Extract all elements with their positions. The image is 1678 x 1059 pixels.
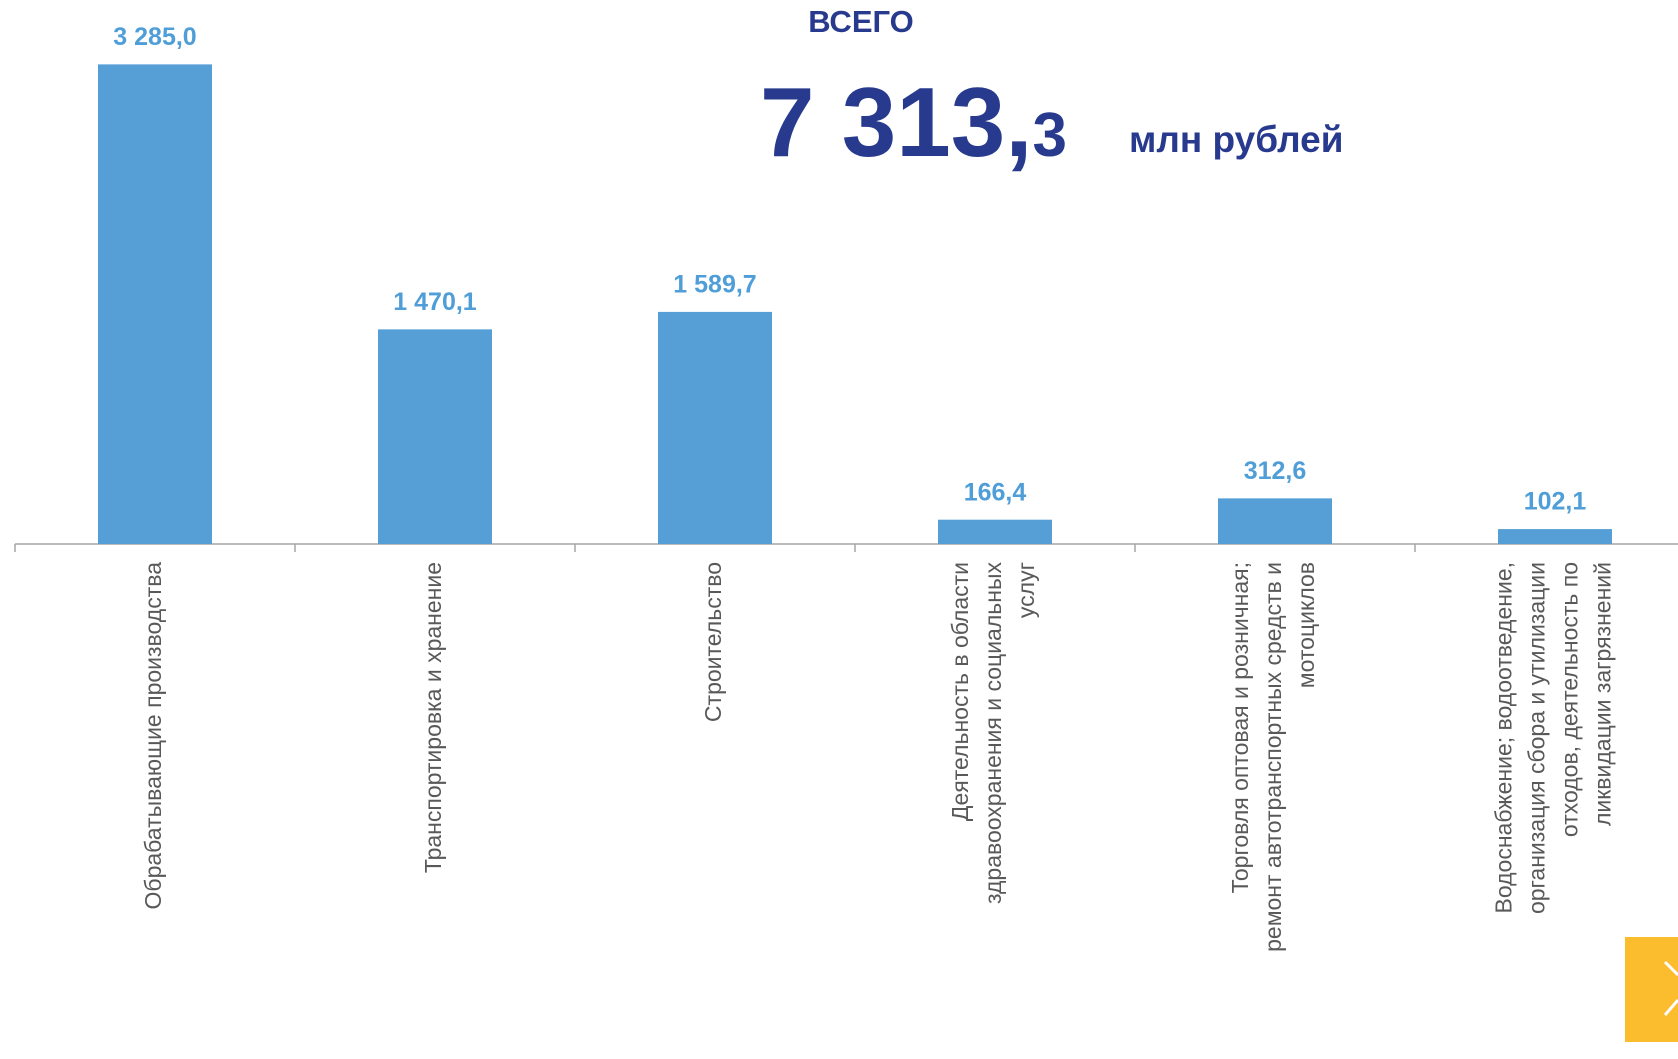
data-label: 1 470,1 (393, 288, 477, 316)
data-label: 3 285,0 (113, 23, 196, 51)
chevron-icon (1663, 960, 1678, 977)
bar (98, 64, 212, 544)
bar (378, 329, 492, 544)
x-tick-label: Торговля оптовая и розничная; ремонт авто… (1227, 562, 1319, 952)
bar (1498, 529, 1612, 544)
next-button[interactable] (1625, 937, 1678, 1042)
bar (938, 519, 1052, 544)
total-main: 7 313, (760, 67, 1032, 177)
x-tick-label: Водоснабжение; водоотведение, организация… (1491, 562, 1616, 914)
chart-title: ВСЕГО (808, 4, 914, 39)
data-label: 1 589,7 (673, 271, 756, 299)
data-label: 312,6 (1244, 457, 1307, 485)
total-decimal: 3 (1032, 101, 1066, 170)
data-label: 102,1 (1524, 488, 1587, 516)
total-value: 7 313,3 (760, 67, 1067, 177)
x-tick-label: Строительство (700, 562, 726, 722)
bar (658, 311, 772, 544)
bar (1218, 498, 1332, 544)
unit-label: млн рублей (1129, 119, 1343, 160)
x-tick-label: Обрабатывающие производства (140, 562, 166, 910)
chevron-icon (1663, 999, 1678, 1016)
x-tick-label: Деятельность в области здравоохранения и … (947, 562, 1039, 905)
x-tick-label: Транспортировка и хранение (420, 562, 446, 873)
data-label: 166,4 (964, 478, 1027, 506)
